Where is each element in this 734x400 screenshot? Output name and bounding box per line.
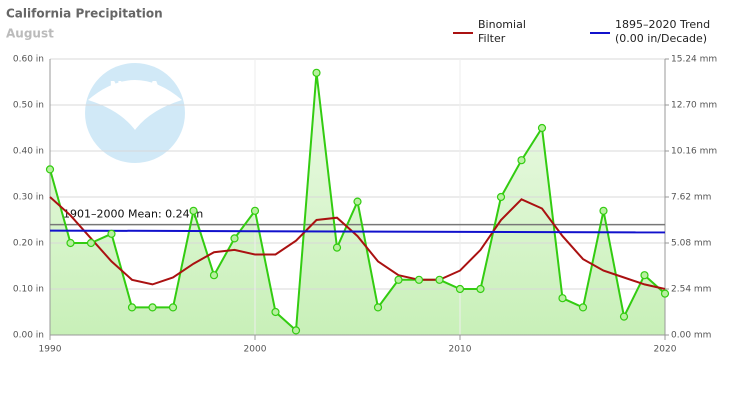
data-point [537,123,547,133]
x-tick-label: 2010 [449,345,472,355]
x-tick-label: 1990 [39,345,62,355]
y2-tick-label: 5.08 mm [671,239,711,249]
data-point [230,234,239,243]
data-point [332,243,342,252]
data-point [435,275,444,284]
y-tick-label: 0.40 in [13,147,44,157]
y2-tick-label: 0.00 mm [671,331,711,341]
data-point [168,303,178,312]
y2-tick-label: 2.54 mm [671,285,711,295]
data-point [86,238,96,248]
data-point [660,289,670,298]
series-line [49,196,666,290]
data-point [373,303,383,312]
legend-label: Binomial Filter [478,18,526,45]
data-point [578,303,588,312]
data-point [271,307,280,317]
series-line [49,229,666,234]
data-point [148,303,157,312]
y2-tick-label: 10.16 mm [671,147,717,157]
logo-text: NOAA [109,78,161,97]
x-tick-label: 2020 [654,345,677,355]
y2-tick-label: 7.62 mm [671,193,711,203]
mean-label: 1901–2000 Mean: 0.24 in [63,208,203,221]
data-point [45,165,55,174]
data-point [189,206,198,215]
x-tick-label: 2000 [244,345,267,355]
y-tick-label: 0.60 in [13,55,44,65]
data-point [599,206,608,215]
data-point [250,206,260,215]
y-tick-label: 0.20 in [13,239,44,249]
legend-label: 1895–2020 Trend (0.00 in/Decade) [615,18,711,45]
y-tick-label: 0.50 in [13,101,44,111]
data-point [476,284,485,294]
chart-title: California Precipitation [6,7,163,21]
data-point [107,229,116,238]
data-point [66,238,75,248]
data-point [353,197,362,206]
data-point [517,156,526,165]
data-point [127,303,137,312]
data-point [455,284,465,294]
data-point [640,271,649,280]
data-point [414,275,424,284]
data-point [558,294,567,303]
y-tick-label: 0.00 in [13,331,44,341]
chart-subtitle: August [6,27,54,41]
y-tick-label: 0.10 in [13,285,44,295]
y2-tick-label: 15.24 mm [671,55,717,65]
data-point [312,68,321,77]
data-point [291,326,301,335]
logo: NOAA [85,63,185,163]
data-point [209,271,219,280]
data-point [394,275,403,284]
y-tick-label: 0.30 in [13,193,44,203]
y2-tick-label: 12.70 mm [671,101,717,111]
data-point [619,312,629,321]
data-point [496,192,506,202]
